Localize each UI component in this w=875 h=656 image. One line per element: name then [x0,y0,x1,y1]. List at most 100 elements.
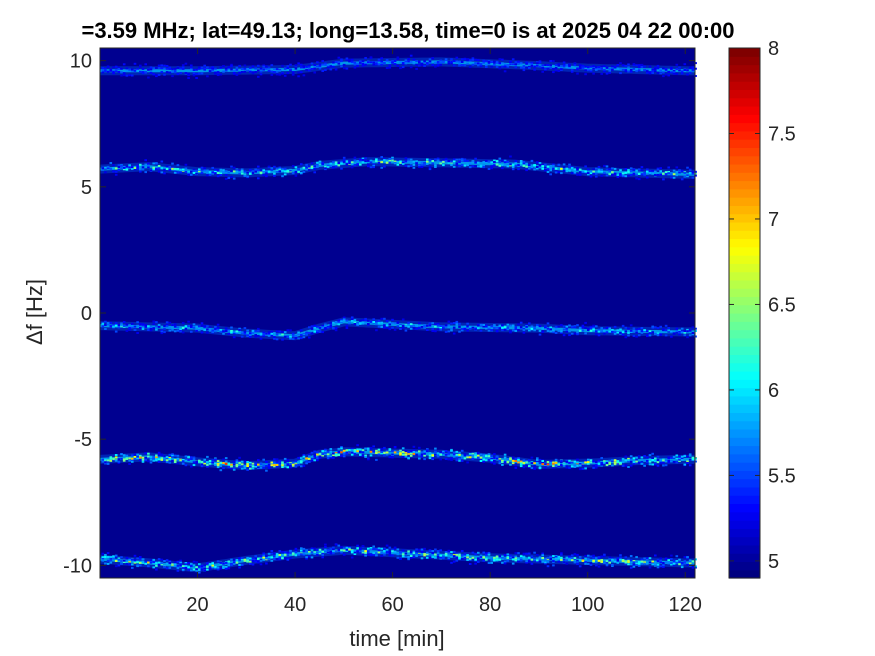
heatmap-cell [533,168,536,171]
heatmap-cell [434,553,437,556]
heatmap-cell [249,560,252,563]
heatmap-cell [589,172,593,175]
heatmap-cell [337,447,341,450]
heatmap-cell [232,460,236,463]
heatmap-cell [611,68,614,71]
heatmap-cell [173,330,177,333]
heatmap-cell [203,569,206,572]
heatmap-cell [198,565,201,568]
heatmap-cell [477,456,480,459]
heatmap-cell [377,321,381,324]
heatmap-cell [525,464,528,467]
heatmap-cell [171,459,174,462]
heatmap-cell [482,460,485,463]
heatmap-cell [589,70,593,73]
heatmap-cell [300,71,303,74]
heatmap-cell [222,171,225,174]
colorbar-segment [729,130,760,140]
heatmap-cell [131,459,134,462]
heatmap-cell [321,552,324,555]
heatmap-cell [557,64,561,67]
heatmap-cell [310,547,314,550]
heatmap-cell [273,552,276,555]
heatmap-cell [627,558,630,561]
heatmap-cell [544,558,547,560]
heatmap-cell [482,164,485,167]
heatmap-cell [675,454,679,457]
heatmap-cell [283,167,287,170]
heatmap-cell [353,549,357,552]
heatmap-cell [455,56,459,59]
heatmap-cell [656,455,660,458]
heatmap-cell [291,461,295,464]
heatmap-cell [597,565,601,568]
heatmap-cell [546,461,550,463]
heatmap-cell [286,551,290,554]
heatmap-cell [670,176,673,179]
heatmap-cell [640,173,644,176]
heatmap-cell [450,322,453,325]
heatmap-cell [316,451,319,454]
heatmap-cell [235,66,239,69]
heatmap-cell [214,72,217,75]
heatmap-cell [122,454,126,457]
heatmap-cell [463,554,467,557]
heatmap-cell [458,325,461,328]
heatmap-cell [680,169,684,172]
heatmap-cell [308,552,311,555]
heatmap-cell [267,69,271,72]
heatmap-cell [578,464,582,467]
heatmap-cell [230,68,233,71]
heatmap-cell [608,168,611,171]
heatmap-cell [216,328,220,331]
heatmap-cell [495,558,499,561]
heatmap-cell [147,68,150,71]
heatmap-cell [503,328,507,331]
heatmap-cell [117,71,121,73]
heatmap-cell [155,321,158,324]
heatmap-cell [436,552,440,555]
heatmap-cell [664,73,668,76]
heatmap-cell [501,58,504,61]
heatmap-cell [664,173,668,176]
colorbar-segment [729,163,760,173]
heatmap-cell [302,454,306,457]
heatmap-cell [447,324,451,327]
heatmap-cell [600,67,603,70]
heatmap-cell [155,456,158,459]
heatmap-cell [506,160,510,163]
heatmap-cell [318,551,322,553]
heatmap-cell [192,456,196,459]
heatmap-cell [359,448,362,451]
heatmap-cell [683,175,687,178]
heatmap-cell [222,565,225,568]
heatmap-cell [391,156,394,159]
heatmap-cell [313,450,316,453]
heatmap-cell [232,558,236,561]
heatmap-cell [200,322,204,325]
heatmap-cell [206,562,209,565]
heatmap-cell [578,556,582,558]
heatmap-cell [637,561,641,564]
heatmap-cell [670,66,673,69]
heatmap-cell [302,464,306,467]
heatmap-cell [528,66,531,69]
heatmap-cell [637,327,641,330]
heatmap-cell [112,555,115,558]
heatmap-cell [678,563,681,566]
heatmap-cell [501,555,504,558]
heatmap-cell [112,458,115,461]
heatmap-cell [155,162,158,165]
heatmap-cell [318,452,322,455]
heatmap-cell [281,553,284,556]
heatmap-cell [246,69,249,72]
heatmap-cell [139,70,142,73]
heatmap-cell [216,466,220,469]
heatmap-cell [259,466,263,469]
heatmap-cell [595,564,598,567]
heatmap-cell [477,327,480,330]
heatmap-cell [485,325,488,328]
heatmap-cell [509,556,512,559]
heatmap-cell [310,165,314,168]
heatmap-cell [420,557,424,560]
